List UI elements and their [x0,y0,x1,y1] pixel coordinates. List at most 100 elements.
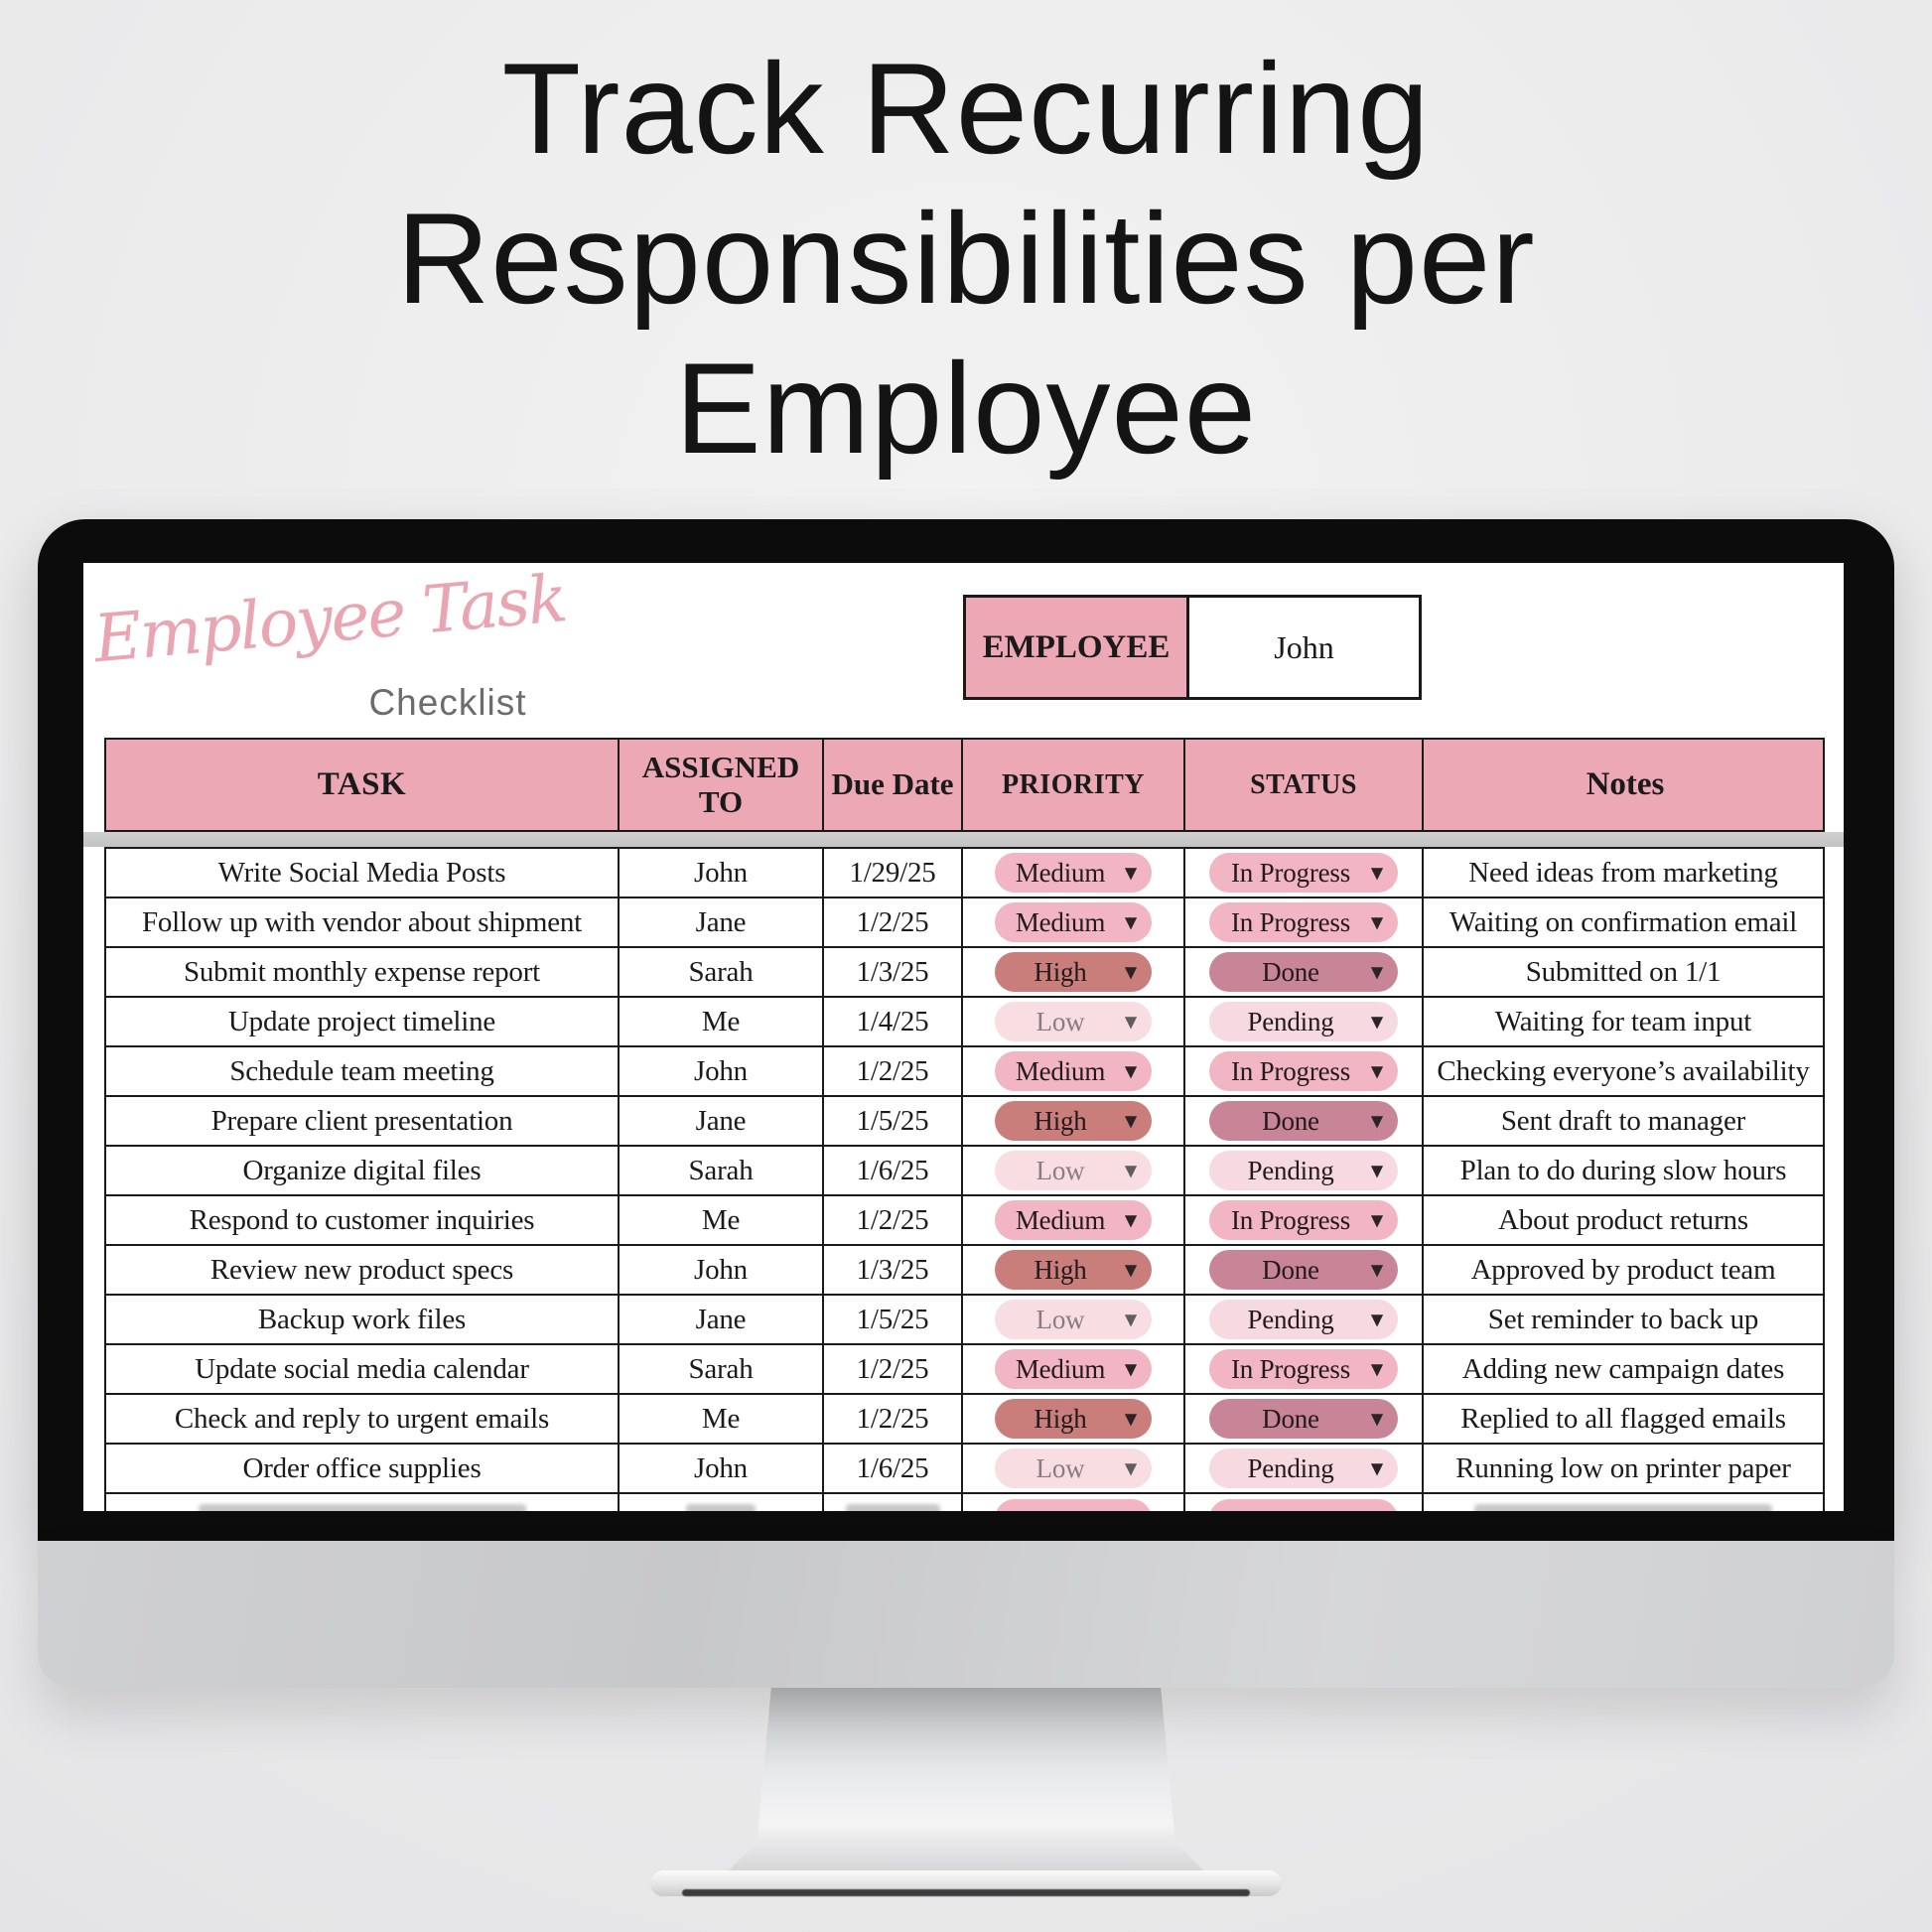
status-dropdown[interactable]: Pending ▼ [1209,1151,1398,1190]
chevron-down-icon: ▼ [1370,1409,1383,1429]
due-date-cell[interactable]: 1/2/25 [824,1196,963,1244]
notes-cell[interactable]: About product returns [1498,1203,1748,1236]
task-cell[interactable]: Review new product specs [106,1246,620,1294]
table-row: Follow up with vendor about shipment Jane… [106,898,1823,948]
employee-value-field[interactable]: John [1274,628,1334,665]
status-dropdown[interactable]: Done ▼ [1209,1399,1398,1439]
clipped-text-smudge [686,1504,756,1511]
priority-dropdown[interactable]: Medium ▼ [995,902,1152,942]
task-cell[interactable]: Organize digital files [106,1147,620,1194]
priority-cell: Medium ▼ [963,1196,1185,1244]
notes-cell[interactable]: Plan to do during slow hours [1459,1154,1787,1186]
status-dropdown[interactable]: Pending ▼ [1209,1300,1398,1339]
priority-dropdown[interactable]: High ▼ [995,952,1152,992]
notes-cell[interactable]: Adding new campaign dates [1461,1352,1785,1385]
status-dropdown[interactable]: In Progress ▼ [1209,1349,1398,1389]
assigned-to-cell[interactable]: Me [620,998,824,1045]
due-date-cell[interactable]: 1/6/25 [824,1445,963,1492]
assigned-to-cell[interactable]: Jane [620,1097,824,1145]
task-cell[interactable]: Check and reply to urgent emails [106,1395,620,1443]
employee-selector: EMPLOYEE John [963,595,1422,700]
assigned-to-cell[interactable]: John [620,849,824,897]
priority-value: Low [1035,1006,1085,1036]
notes-cell[interactable]: Approved by product team [1470,1253,1776,1286]
priority-dropdown[interactable]: Low ▼ [995,1151,1152,1190]
table-row: Update project timeline Me 1/4/25 Low ▼ Pendi… [106,998,1823,1047]
due-date-cell[interactable]: 1/3/25 [824,1246,963,1294]
chevron-down-icon: ▼ [1124,1359,1137,1379]
priority-cell: High ▼ [963,1246,1185,1294]
due-date-cell[interactable]: 1/2/25 [824,1345,963,1393]
assigned-to-cell[interactable]: Sarah [620,948,824,996]
status-value: Done [1262,956,1319,987]
status-dropdown[interactable]: Done ▼ [1209,952,1398,992]
due-date-cell[interactable]: 1/2/25 [824,1047,963,1095]
chevron-down-icon: ▼ [1124,1161,1137,1180]
assigned-to-cell[interactable]: Me [620,1395,824,1443]
due-date-cell[interactable]: 1/5/25 [824,1296,963,1343]
notes-cell[interactable]: Waiting for team input [1494,1005,1752,1037]
notes-cell[interactable]: Submitted on 1/1 [1525,955,1722,988]
status-cell: In Progress ▼ [1185,1047,1424,1095]
assigned-to-cell[interactable]: Me [620,1196,824,1244]
status-dropdown[interactable]: Done ▼ [1209,1101,1398,1141]
assigned-to-cell[interactable]: Sarah [620,1147,824,1194]
status-dropdown[interactable]: In Progress ▼ [1209,1200,1398,1240]
status-dropdown[interactable]: Pending ▼ [1209,1002,1398,1041]
due-date-cell[interactable]: 1/2/25 [824,898,963,946]
notes-cell[interactable]: Waiting on confirmation email [1449,905,1798,938]
notes-cell[interactable]: Replied to all flagged emails [1460,1402,1786,1435]
header-due-date: Due Date [824,740,963,830]
priority-dropdown[interactable]: High ▼ [995,1399,1152,1439]
task-cell[interactable]: Submit monthly expense report [106,948,620,996]
assigned-to-cell[interactable]: Jane [620,1296,824,1343]
status-dropdown[interactable]: In Progress ▼ [1209,853,1398,893]
status-dropdown[interactable]: In Progress ▼ [1209,1051,1398,1091]
task-cell[interactable]: Write Social Media Posts [106,849,620,897]
assigned-to-cell[interactable]: Jane [620,898,824,946]
due-date-cell[interactable]: 1/4/25 [824,998,963,1045]
table-row: Organize digital files Sarah 1/6/25 Low ▼ Pen… [106,1147,1823,1196]
priority-dropdown[interactable]: Low ▼ [995,1449,1152,1488]
assigned-to-cell[interactable]: John [620,1246,824,1294]
notes-cell[interactable]: Set reminder to back up [1487,1303,1759,1335]
due-date-cell[interactable]: 1/5/25 [824,1097,963,1145]
status-dropdown[interactable]: Pending ▼ [1209,1449,1398,1488]
task-cell[interactable]: Order office supplies [106,1445,620,1492]
assigned-to-cell[interactable]: Sarah [620,1345,824,1393]
priority-dropdown[interactable]: Medium ▼ [995,1200,1152,1240]
priority-dropdown[interactable]: High ▼ [995,1250,1152,1290]
task-cell[interactable]: Respond to customer inquiries [106,1196,620,1244]
priority-dropdown[interactable]: Low ▼ [995,1002,1152,1041]
chevron-down-icon: ▼ [1124,1012,1137,1032]
priority-dropdown[interactable]: Medium ▼ [995,1051,1152,1091]
priority-cell: Medium ▼ [963,1047,1185,1095]
priority-dropdown[interactable]: Low ▼ [995,1300,1152,1339]
notes-cell[interactable]: Checking everyone’s availability [1437,1054,1810,1087]
task-cell[interactable]: Update social media calendar [106,1345,620,1393]
priority-dropdown[interactable]: Medium ▼ [995,1349,1152,1389]
due-date-cell[interactable]: 1/6/25 [824,1147,963,1194]
task-cell[interactable]: Follow up with vendor about shipment [106,898,620,946]
task-cell[interactable]: Update project timeline [106,998,620,1045]
task-cell[interactable]: Backup work files [106,1296,620,1343]
header-priority: PRIORITY [963,740,1185,830]
task-cell[interactable]: Schedule team meeting [106,1047,620,1095]
notes-cell[interactable]: Sent draft to manager [1500,1104,1746,1137]
due-date-cell[interactable]: 1/2/25 [824,1395,963,1443]
status-dropdown[interactable]: Done ▼ [1209,1250,1398,1290]
assigned-to-cell[interactable]: John [620,1047,824,1095]
notes-cell[interactable]: Running low on printer paper [1455,1451,1791,1484]
priority-dropdown[interactable]: Medium ▼ [995,853,1152,893]
status-cell: In Progress ▼ [1185,849,1424,897]
clipped-text-smudge [1474,1504,1772,1511]
notes-cell[interactable]: Need ideas from marketing [1468,856,1778,889]
priority-dropdown[interactable]: High ▼ [995,1101,1152,1141]
status-dropdown[interactable]: In Progress ▼ [1209,902,1398,942]
task-cell[interactable]: Prepare client presentation [106,1097,620,1145]
priority-value: Low [1035,1452,1085,1483]
due-date-cell[interactable]: 1/3/25 [824,948,963,996]
assigned-to-cell[interactable]: John [620,1445,824,1492]
due-date-cell[interactable]: 1/29/25 [824,849,963,897]
priority-value: High [1034,1105,1087,1136]
